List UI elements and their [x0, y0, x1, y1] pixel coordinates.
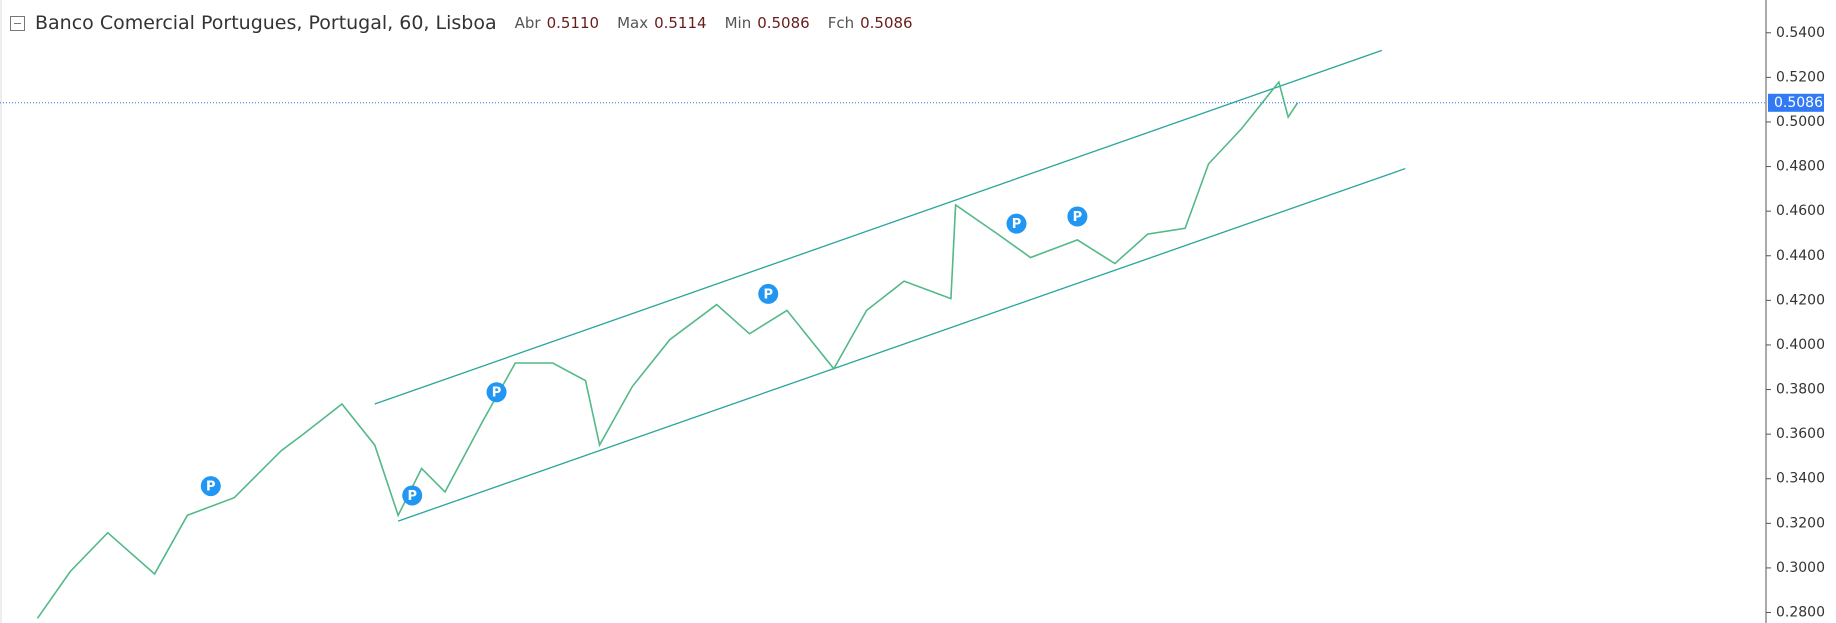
- channel-line: [397, 167, 1406, 522]
- collapse-button[interactable]: [10, 15, 25, 31]
- ohlc-label: Min: [724, 14, 752, 32]
- event-marker: [1006, 213, 1027, 234]
- event-marker: [402, 485, 423, 506]
- chart-title: Banco Comercial Portugues, Portugal, 60,…: [35, 12, 497, 34]
- event-marker-label: P: [407, 489, 417, 504]
- y-tick-label: 0.5400: [1776, 25, 1825, 41]
- channel-line: [374, 49, 1383, 405]
- y-tick-label: 0.5200: [1776, 69, 1825, 85]
- y-tick-label: 0.3400: [1776, 471, 1825, 487]
- ohlc-label: Max: [617, 14, 649, 32]
- y-tick-label: 0.4200: [1776, 292, 1825, 308]
- event-marker-label: P: [206, 480, 216, 495]
- y-tick-label: 0.3600: [1776, 426, 1825, 442]
- y-tick-label: 0.3800: [1776, 382, 1825, 398]
- y-tick-label: 0.4000: [1776, 337, 1825, 353]
- event-marker: [486, 382, 507, 403]
- header: Banco Comercial Portugues, Portugal, 60,…: [10, 12, 913, 34]
- ohlc-label: Fch: [827, 14, 855, 32]
- event-marker-label: P: [1073, 210, 1083, 225]
- ohlc-label: Abr: [514, 14, 541, 32]
- last-price-label: 0.5086: [1774, 95, 1823, 111]
- event-marker-label: P: [492, 386, 502, 401]
- ohlc-value: 0.5086: [860, 14, 913, 32]
- ohlc-value: 0.5110: [546, 14, 600, 32]
- y-tick-label: 0.3200: [1776, 515, 1825, 531]
- event-marker: [1067, 206, 1088, 227]
- last-price-box: [1768, 93, 1824, 112]
- event-marker-label: P: [1012, 217, 1022, 232]
- event-marker: [200, 476, 221, 497]
- y-tick-label: 0.2800: [1776, 605, 1825, 621]
- event-marker: [758, 283, 779, 304]
- ohlc-value: 0.5114: [654, 14, 707, 32]
- y-tick-label: 0.4800: [1776, 159, 1825, 175]
- price-line: [36, 80, 1299, 619]
- y-tick-label: 0.4600: [1776, 203, 1825, 219]
- y-tick-label: 0.3000: [1776, 560, 1825, 576]
- y-tick-label: 0.5000: [1776, 114, 1825, 130]
- y-tick-label: 0.4400: [1776, 248, 1825, 264]
- ohlc-value: 0.5086: [757, 14, 810, 32]
- event-marker-label: P: [763, 287, 773, 302]
